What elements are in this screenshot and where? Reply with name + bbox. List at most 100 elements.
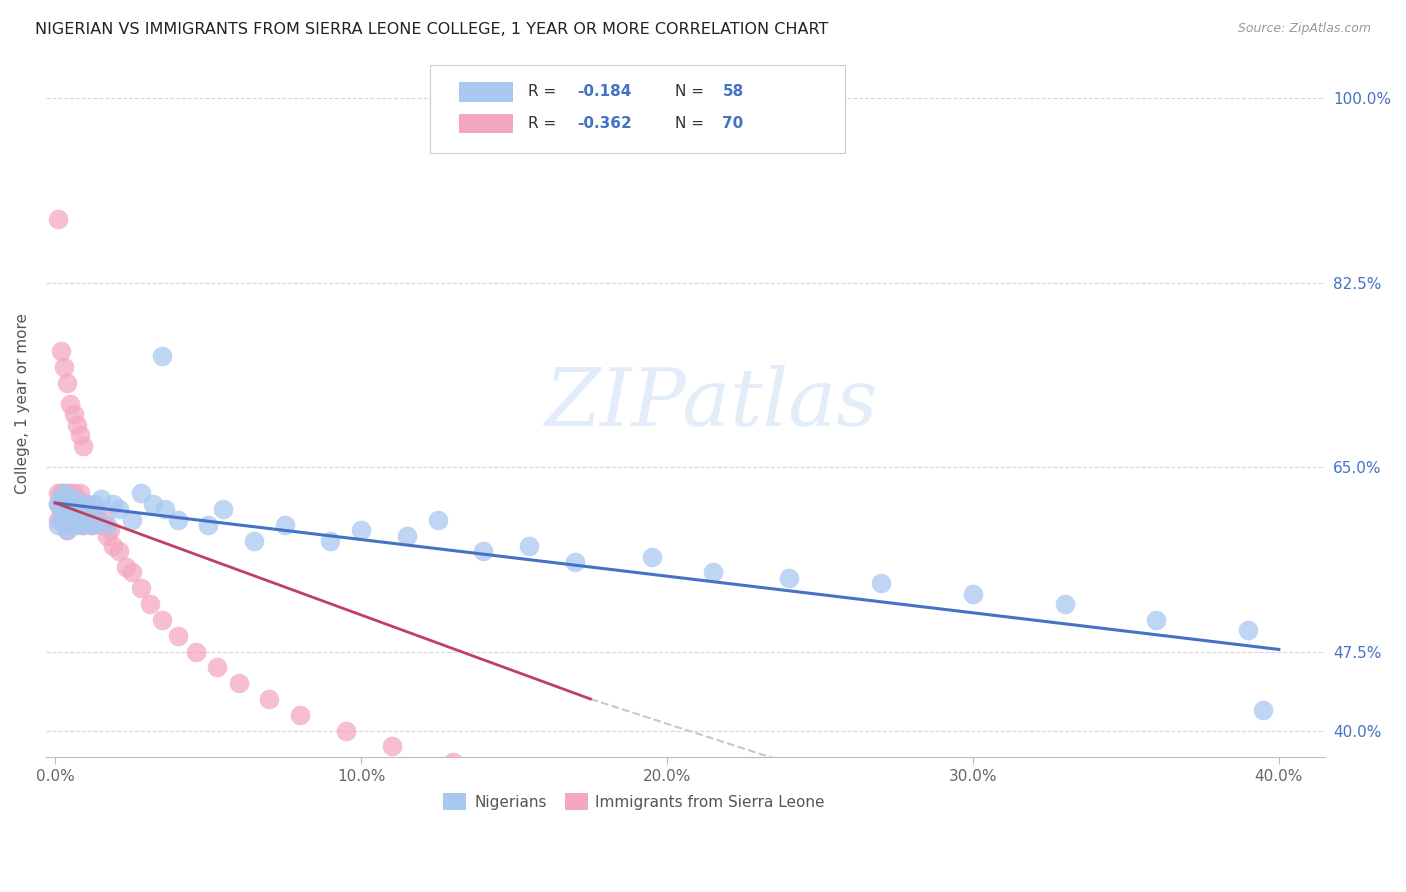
Point: [51, 491, 73, 506]
Point: [288, 707, 311, 722]
Point: [702, 566, 724, 580]
Point: [778, 571, 800, 585]
Point: [62, 497, 84, 511]
Point: [65, 513, 87, 527]
Point: [259, 692, 281, 706]
Point: [62, 408, 84, 422]
Point: [381, 739, 404, 754]
Point: [59, 502, 82, 516]
Point: [114, 560, 136, 574]
Point: [84, 502, 107, 516]
Point: [96, 528, 118, 542]
Point: [640, 549, 662, 564]
Point: [90, 518, 112, 533]
Point: [53, 486, 76, 500]
Point: [46, 212, 69, 227]
Point: [56, 486, 79, 500]
Point: [59, 518, 82, 533]
Point: [96, 518, 118, 533]
Point: [62, 486, 84, 500]
Text: N =: N =: [675, 116, 709, 131]
Legend: Nigerians, Immigrants from Sierra Leone: Nigerians, Immigrants from Sierra Leone: [437, 787, 831, 816]
Point: [46, 497, 69, 511]
Point: [51, 502, 73, 516]
Point: [69, 486, 91, 500]
Point: [243, 533, 266, 548]
Point: [65, 502, 87, 516]
Point: [90, 491, 112, 506]
Point: [75, 497, 97, 511]
Point: [93, 513, 115, 527]
Point: [870, 576, 893, 591]
Text: ZIPatlas: ZIPatlas: [544, 365, 877, 442]
Point: [59, 491, 82, 506]
Point: [53, 497, 76, 511]
Point: [72, 502, 94, 516]
Point: [69, 428, 91, 442]
Point: [62, 491, 84, 506]
Point: [1237, 624, 1260, 638]
Point: [962, 586, 984, 600]
Point: [184, 644, 207, 658]
Point: [626, 803, 648, 817]
Point: [80, 518, 103, 533]
Point: [72, 518, 94, 533]
Point: [51, 502, 73, 516]
Point: [72, 439, 94, 453]
Point: [51, 486, 73, 500]
Point: [103, 539, 125, 553]
Point: [1253, 702, 1275, 716]
Point: [53, 513, 76, 527]
Point: [87, 513, 110, 527]
Point: [53, 513, 76, 527]
Point: [51, 513, 73, 527]
Point: [197, 518, 219, 533]
Point: [53, 502, 76, 516]
Point: [103, 497, 125, 511]
Text: Source: ZipAtlas.com: Source: ZipAtlas.com: [1237, 22, 1371, 36]
Point: [80, 518, 103, 533]
Point: [59, 397, 82, 411]
Text: R =: R =: [529, 116, 561, 131]
Point: [75, 513, 97, 527]
Bar: [458, 82, 513, 102]
Point: [686, 814, 709, 828]
Text: 70: 70: [723, 116, 744, 131]
Point: [46, 486, 69, 500]
Point: [395, 528, 418, 542]
Point: [441, 756, 464, 770]
Point: [69, 497, 91, 511]
Point: [51, 491, 73, 506]
Y-axis label: College, 1 year or more: College, 1 year or more: [15, 313, 30, 494]
Point: [1053, 597, 1076, 611]
Point: [1144, 613, 1167, 627]
Bar: [458, 113, 513, 133]
Point: [207, 660, 229, 674]
Point: [142, 497, 165, 511]
Text: R =: R =: [529, 84, 561, 99]
Point: [46, 497, 69, 511]
Point: [69, 497, 91, 511]
FancyBboxPatch shape: [430, 65, 845, 153]
Point: [59, 502, 82, 516]
Point: [273, 518, 295, 533]
Point: [56, 513, 79, 527]
Point: [426, 513, 449, 527]
Point: [472, 544, 495, 558]
Point: [65, 491, 87, 506]
Point: [53, 359, 76, 374]
Point: [56, 513, 79, 527]
Point: [503, 771, 526, 785]
Point: [56, 497, 79, 511]
Point: [564, 787, 586, 801]
Point: [166, 513, 188, 527]
Text: N =: N =: [675, 84, 709, 99]
Point: [59, 486, 82, 500]
Point: [46, 518, 69, 533]
Text: -0.184: -0.184: [576, 84, 631, 99]
Point: [59, 513, 82, 527]
Text: -0.362: -0.362: [576, 116, 631, 131]
Point: [56, 524, 79, 538]
Point: [212, 502, 235, 516]
Point: [108, 502, 131, 516]
